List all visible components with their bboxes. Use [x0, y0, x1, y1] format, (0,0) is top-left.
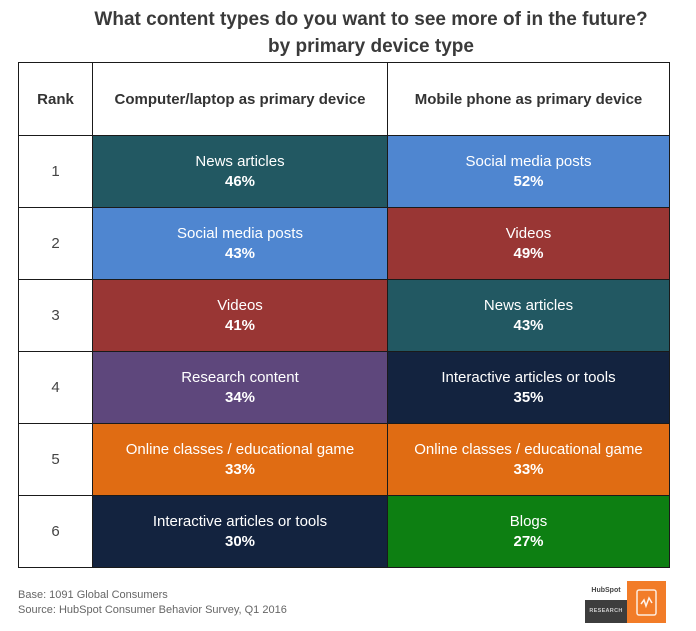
content-type-label: Videos — [217, 296, 263, 314]
mobile-content-cell: Online classes / educational game 33% — [387, 423, 670, 496]
computer-content-cell: Social media posts 43% — [92, 207, 388, 280]
percentage-value: 46% — [224, 172, 256, 190]
computer-content-cell: Online classes / educational game 33% — [92, 423, 388, 496]
percentage-value: 43% — [224, 244, 256, 262]
header-row: Rank Computer/laptop as primary device M… — [18, 62, 670, 136]
content-type-label: Social media posts — [465, 152, 592, 170]
mobile-content-cell: Blogs 27% — [387, 495, 670, 568]
mobile-content-cell: Social media posts 52% — [387, 135, 670, 208]
content-type-label: Social media posts — [177, 224, 303, 242]
rank-cell: 6 — [18, 495, 93, 568]
content-type-label: Blogs — [509, 512, 548, 530]
ranking-table: Rank Computer/laptop as primary device M… — [18, 62, 670, 568]
table-row: 1 News articles 46% Social media posts 52% — [18, 135, 670, 208]
header-rank: Rank — [18, 62, 93, 136]
table-row: 5 Online classes / educational game 33% Onl… — [18, 423, 670, 496]
rank-cell: 3 — [18, 279, 93, 352]
content-type-label: Online classes / educational game — [125, 440, 355, 458]
rank-cell: 5 — [18, 423, 93, 496]
rank-cell: 4 — [18, 351, 93, 424]
percentage-value: 41% — [224, 316, 256, 334]
computer-content-cell: Videos 41% — [92, 279, 388, 352]
percentage-value: 30% — [224, 532, 256, 550]
chart-title-block: What content types do you want to see mo… — [0, 6, 696, 60]
content-type-label: Research content — [181, 368, 299, 386]
percentage-value: 33% — [513, 460, 544, 478]
percentage-value: 35% — [513, 388, 544, 406]
computer-content-cell: News articles 46% — [92, 135, 388, 208]
source-note: Source: HubSpot Consumer Behavior Survey… — [18, 604, 287, 616]
header-mobile: Mobile phone as primary device — [387, 62, 670, 136]
hubspot-wordmark: HubSpot — [591, 587, 621, 594]
table-row: 3 Videos 41% News articles 43% — [18, 279, 670, 352]
chart-title: What content types do you want to see mo… — [94, 9, 648, 30]
content-type-label: Interactive articles or tools — [152, 512, 328, 530]
percentage-value: 27% — [513, 532, 544, 550]
percentage-value: 34% — [224, 388, 256, 406]
header-computer: Computer/laptop as primary device — [92, 62, 388, 136]
mobile-content-cell: Videos 49% — [387, 207, 670, 280]
hubspot-research-logo: HubSpot RESEARCH — [585, 581, 682, 625]
logo-badge — [627, 581, 666, 623]
percentage-value: 52% — [513, 172, 544, 190]
computer-content-cell: Interactive articles or tools 30% — [92, 495, 388, 568]
footer-notes: Base: 1091 Global Consumers Source: HubS… — [18, 588, 287, 618]
tablet-chart-icon — [636, 589, 657, 616]
content-type-label: Interactive articles or tools — [441, 368, 616, 386]
rank-cell: 2 — [18, 207, 93, 280]
table-row: 6 Interactive articles or tools 30% Blogs 27… — [18, 495, 670, 568]
mobile-content-cell: News articles 43% — [387, 279, 670, 352]
table-row: 2 Social media posts 43% Videos 49% — [18, 207, 670, 280]
percentage-value: 33% — [224, 460, 256, 478]
content-type-label: News articles — [483, 296, 574, 314]
mobile-content-cell: Interactive articles or tools 35% — [387, 351, 670, 424]
rank-cell: 1 — [18, 135, 93, 208]
computer-content-cell: Research content 34% — [92, 351, 388, 424]
content-type-label: Videos — [505, 224, 552, 242]
chart-subtitle: by primary device type — [268, 36, 474, 57]
percentage-value: 49% — [513, 244, 544, 262]
content-type-label: Online classes / educational game — [414, 440, 643, 458]
table-row: 4 Research content 34% Interactive articles… — [18, 351, 670, 424]
content-type-label: News articles — [195, 152, 285, 170]
base-note: Base: 1091 Global Consumers — [18, 589, 168, 601]
percentage-value: 43% — [513, 316, 544, 334]
research-label: RESEARCH — [585, 600, 627, 623]
